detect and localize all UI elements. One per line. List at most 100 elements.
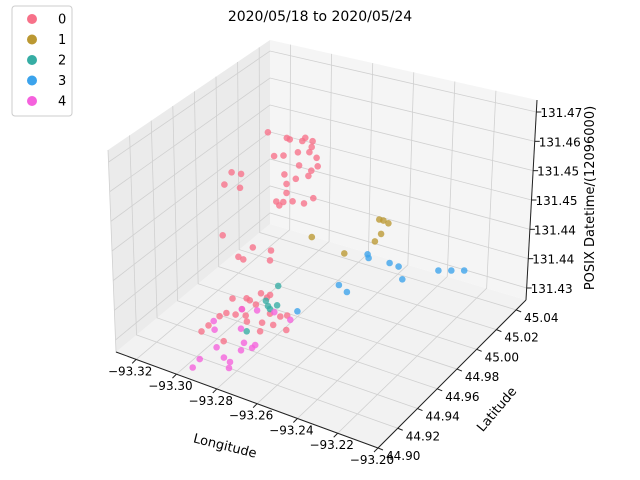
data-point	[198, 328, 205, 335]
data-point	[295, 162, 303, 169]
legend-marker	[27, 75, 37, 86]
data-point	[287, 316, 294, 324]
data-point	[256, 328, 264, 335]
legend-label: 1	[58, 33, 66, 48]
data-point	[205, 322, 212, 329]
data-point	[386, 259, 393, 267]
y-tick	[437, 388, 443, 392]
tick-labels: −93.32−93.30−93.28−93.26−93.24−93.22−93.…	[108, 106, 582, 467]
data-point	[308, 143, 316, 151]
legend-label: 3	[58, 74, 66, 89]
data-point	[286, 136, 294, 143]
z-tick-label: 131.45	[537, 165, 579, 179]
grid-y	[172, 105, 438, 390]
x-tick	[172, 373, 177, 379]
x-tick-label: −93.22	[309, 438, 353, 452]
data-point	[237, 170, 245, 178]
data-point	[280, 198, 287, 206]
x-tick-label: −93.24	[269, 423, 313, 437]
grid-x	[337, 90, 497, 434]
x-tick-label: −93.30	[148, 379, 192, 393]
y-axis-line	[377, 299, 527, 449]
data-point	[380, 217, 387, 224]
data-point	[310, 194, 317, 202]
x-tick	[131, 359, 137, 364]
data-point	[283, 189, 290, 197]
data-point	[237, 347, 245, 354]
data-point	[223, 309, 230, 317]
series-4	[189, 305, 294, 372]
y-tick-label: 44.96	[445, 390, 479, 404]
data-point	[249, 244, 257, 251]
data-point	[219, 232, 226, 239]
data-point	[243, 328, 250, 335]
grid-z	[110, 104, 534, 222]
data-point	[225, 364, 233, 372]
x-tick-label: −93.20	[350, 453, 394, 467]
series-3	[294, 251, 468, 315]
data-point	[277, 313, 284, 320]
data-point	[309, 137, 316, 145]
legend-frame	[11, 5, 73, 117]
legend-label: 2	[58, 54, 66, 69]
data-point	[257, 290, 265, 297]
data-point	[365, 254, 372, 262]
data-points	[189, 129, 468, 372]
data-point	[435, 267, 442, 274]
data-point	[283, 180, 290, 188]
y-tick	[515, 309, 522, 313]
data-point	[294, 149, 302, 156]
left-pane	[108, 40, 270, 352]
y-tick	[397, 427, 403, 431]
data-point	[235, 253, 242, 261]
data-point	[460, 267, 468, 274]
grid-y	[237, 61, 497, 330]
axis-panes	[108, 40, 537, 448]
x-tick-label: −93.26	[229, 409, 273, 423]
data-point	[269, 321, 277, 329]
series-2	[243, 282, 282, 335]
grid-z	[115, 212, 527, 341]
data-point	[232, 311, 239, 318]
legend-label: 0	[58, 13, 66, 28]
data-point	[341, 250, 348, 257]
y-tick-label: 44.98	[465, 370, 499, 384]
y-tick	[417, 408, 423, 411]
data-point	[264, 129, 272, 136]
data-point	[280, 152, 287, 159]
x-axis-line	[115, 351, 379, 449]
data-point	[238, 305, 246, 313]
chart-title: 2020/05/18 to 2020/05/24	[228, 9, 412, 25]
data-point	[262, 297, 270, 305]
data-point	[302, 134, 309, 142]
grid-y	[150, 120, 418, 409]
data-point	[229, 295, 236, 302]
x-tick	[212, 388, 218, 394]
data-point	[228, 169, 235, 176]
y-tick-label: 44.92	[406, 429, 440, 443]
data-point	[270, 152, 278, 160]
y-tick	[456, 368, 463, 372]
grid-y	[194, 91, 458, 370]
y-tick-label: 45.00	[485, 350, 519, 364]
data-point	[216, 312, 223, 320]
x-tick-label: −93.32	[108, 364, 152, 378]
data-point	[289, 198, 296, 205]
data-point	[395, 263, 402, 270]
grid-x	[256, 72, 415, 404]
data-point	[221, 181, 228, 188]
x-tick	[373, 447, 379, 453]
data-point	[335, 281, 343, 289]
data-point	[300, 200, 308, 207]
z-tick-label: 131.44	[534, 223, 576, 237]
y-axis-label: Latitude	[474, 384, 520, 435]
data-point	[237, 325, 245, 333]
y-tick-label: 45.04	[524, 311, 558, 325]
data-point	[258, 319, 266, 327]
z-tick-label: 131.44	[532, 253, 574, 267]
data-point	[283, 326, 290, 334]
data-point	[242, 312, 249, 319]
data-point	[211, 326, 218, 334]
grid-y	[215, 76, 477, 350]
